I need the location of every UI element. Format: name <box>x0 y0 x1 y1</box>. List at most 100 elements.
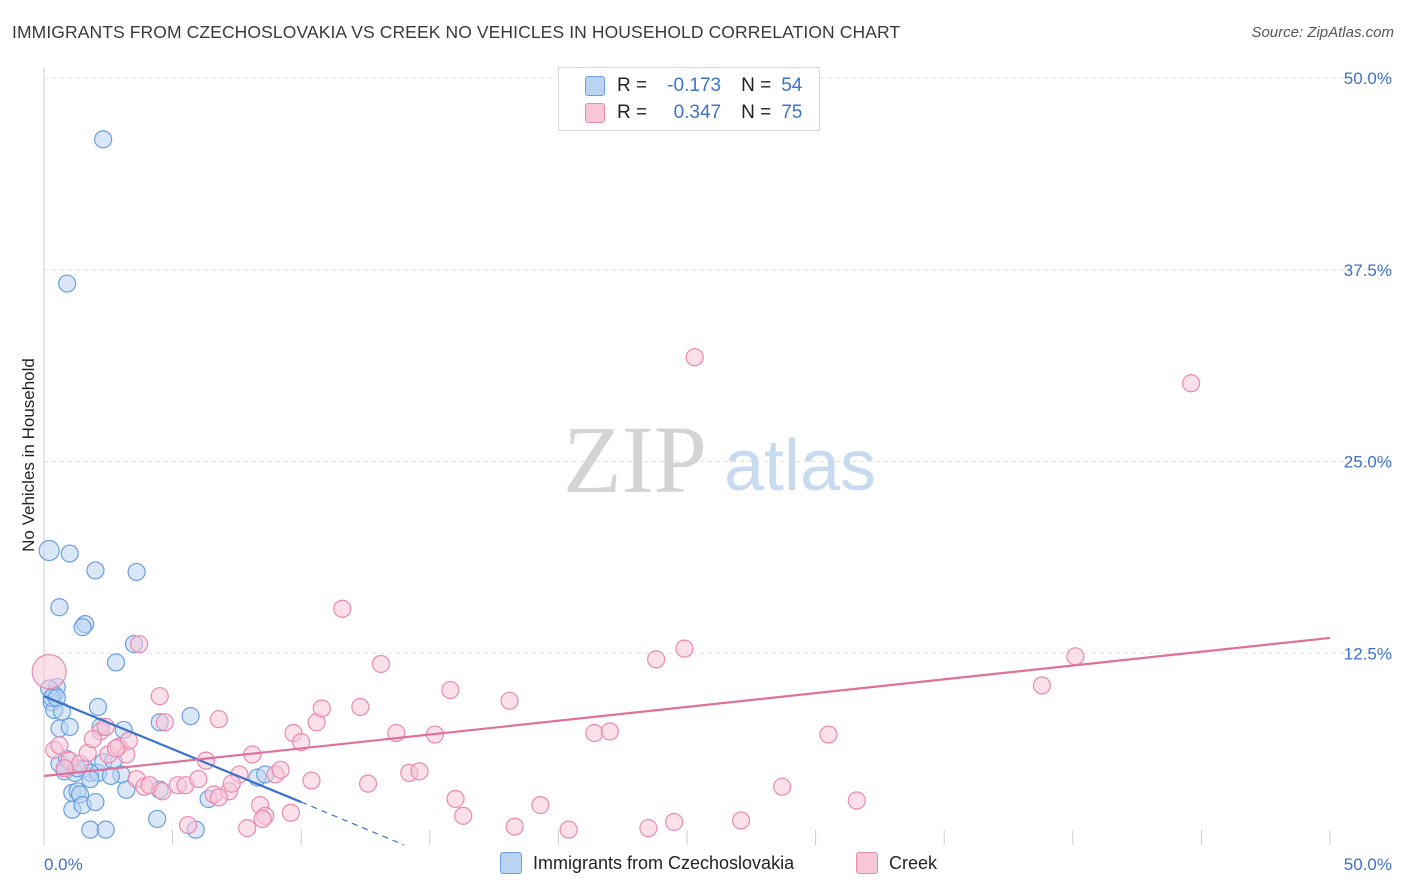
point-czechoslovakia <box>50 598 69 617</box>
point-creek <box>847 791 866 810</box>
legend-swatch-blue <box>585 76 605 96</box>
point-creek <box>292 733 311 752</box>
point-creek <box>371 654 391 674</box>
point-creek <box>130 634 149 654</box>
point-creek <box>639 819 658 838</box>
legend-label: Immigrants from Czechoslovakia <box>533 852 795 873</box>
legend-n-value: 54 <box>781 75 803 96</box>
tick-labels: 12.5% 25.0% 37.5% 50.0% 0.0% 50.0% <box>44 69 1392 874</box>
point-creek <box>1066 647 1085 666</box>
trend-lines <box>43 636 1331 846</box>
point-czechoslovakia <box>73 618 92 637</box>
point-creek <box>559 820 578 839</box>
point-creek <box>358 774 378 793</box>
point-czechoslovakia <box>81 769 100 789</box>
point-czechoslovakia <box>101 766 120 786</box>
legend-row-czechoslovakia: R = -0.173 N = 54 <box>585 73 802 99</box>
point-creek <box>50 736 69 755</box>
point-creek <box>150 687 169 706</box>
point-creek <box>454 806 473 825</box>
legend-r-value: -0.173 <box>667 75 722 96</box>
point-czechoslovakia <box>60 717 79 736</box>
y-tick-label: 37.5% <box>1344 261 1392 280</box>
point-creek <box>155 713 174 732</box>
point-creek <box>773 777 792 796</box>
legend-row-creek: R = 0.347 N = 75 <box>585 100 802 126</box>
chart-title: IMMIGRANTS FROM CZECHOSLOVAKIA VS CREEK … <box>12 22 901 42</box>
legend-n-label: N = <box>741 102 772 123</box>
correlation-legend: R = -0.173 N = 54 R = 0.347 N = 75 <box>558 67 820 131</box>
y-axis-label: No Vehicles in Household <box>19 358 38 552</box>
point-czechoslovakia <box>60 544 79 563</box>
point-creek <box>500 691 519 710</box>
point-creek <box>333 599 352 618</box>
point-creek <box>189 769 208 789</box>
point-czechoslovakia <box>88 697 108 717</box>
point-czechoslovakia <box>81 820 100 839</box>
point-creek <box>731 811 751 830</box>
point-creek <box>209 788 228 807</box>
point-creek <box>209 710 228 729</box>
point-creek <box>665 812 684 832</box>
point-czechoslovakia <box>86 561 105 580</box>
point-creek <box>106 739 126 758</box>
legend-swatch-pink <box>856 852 878 874</box>
source-credit: Source: ZipAtlas.com <box>1251 24 1394 41</box>
point-creek <box>819 725 838 744</box>
point-czechoslovakia <box>106 653 126 672</box>
x-tick-label: 50.0% <box>1344 855 1392 874</box>
point-creek <box>253 809 272 829</box>
point-creek <box>271 760 290 779</box>
point-creek <box>600 722 619 741</box>
x-tick-label: 0.0% <box>44 855 83 874</box>
data-points <box>31 130 1201 839</box>
point-creek <box>675 639 694 658</box>
point-creek <box>685 348 704 367</box>
axes <box>43 68 1331 845</box>
trend-line-czechoslovakia <box>43 695 302 804</box>
point-creek <box>531 796 550 815</box>
legend-label: Creek <box>889 852 938 873</box>
legend-n-value: 75 <box>781 102 803 123</box>
legend-item-czechoslovakia: Immigrants from Czechoslovakia <box>500 852 794 874</box>
point-creek <box>446 789 465 809</box>
y-tick-label: 50.0% <box>1344 69 1392 88</box>
trend-line-czechoslovakia-extension <box>300 801 405 846</box>
point-creek <box>1032 676 1052 695</box>
grid <box>44 77 1392 654</box>
legend-swatch-blue <box>500 852 522 874</box>
trend-line-creek <box>43 636 1331 778</box>
point-creek <box>312 699 331 718</box>
point-czechoslovakia <box>94 130 113 149</box>
y-tick-label: 12.5% <box>1344 644 1392 663</box>
series-legend: Immigrants from Czechoslovakia Creek <box>0 852 1406 878</box>
watermark-atlas: atlas <box>724 426 876 506</box>
point-czechoslovakia <box>86 792 105 812</box>
point-creek <box>441 680 460 700</box>
legend-n-label: N = <box>741 75 772 96</box>
point-creek <box>83 730 102 749</box>
point-creek <box>647 650 666 669</box>
point-creek <box>351 697 370 717</box>
point-creek <box>585 723 604 743</box>
legend-r-value: 0.347 <box>673 102 722 123</box>
legend-r-label: R = <box>617 75 648 96</box>
legend-item-creek: Creek <box>856 852 937 874</box>
point-creek <box>153 782 172 801</box>
point-czechoslovakia <box>38 539 60 562</box>
y-tick-label: 25.0% <box>1344 453 1392 472</box>
point-creek <box>505 817 524 836</box>
legend-swatch-pink <box>585 103 605 123</box>
point-creek <box>178 815 198 835</box>
point-creek <box>238 819 257 838</box>
point-creek <box>31 654 67 690</box>
point-creek <box>281 803 301 822</box>
point-czechoslovakia <box>96 820 115 839</box>
point-czechoslovakia <box>58 274 77 293</box>
point-creek <box>410 762 429 781</box>
point-czechoslovakia <box>127 562 146 582</box>
watermark-zip: ZIP <box>563 406 707 513</box>
point-creek <box>302 771 321 790</box>
point-creek <box>1182 374 1201 393</box>
